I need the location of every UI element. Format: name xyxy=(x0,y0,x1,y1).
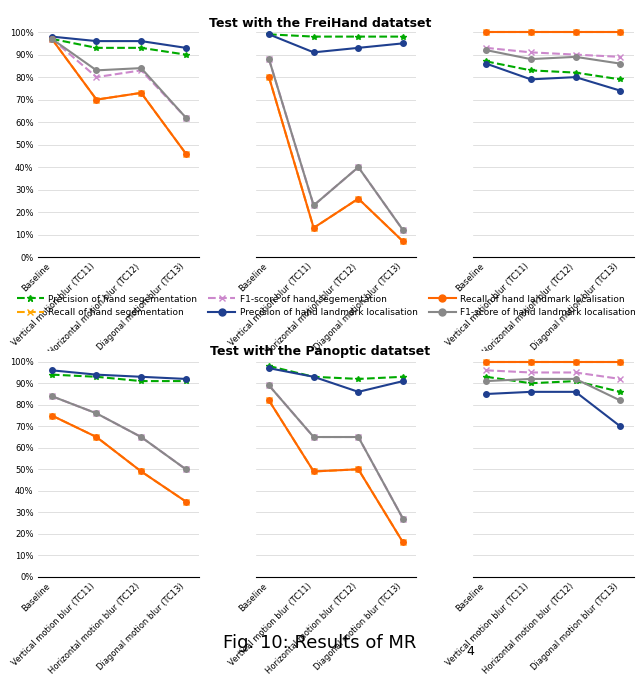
Text: Test with the FreiHand datatset: Test with the FreiHand datatset xyxy=(209,17,431,31)
Text: Test with the Panoptic datatset: Test with the Panoptic datatset xyxy=(210,345,430,359)
Text: 4: 4 xyxy=(467,645,474,657)
X-axis label: Bodyhands+Openpose: Bodyhands+Openpose xyxy=(280,432,392,443)
Text: Fig. 10: Results of MR: Fig. 10: Results of MR xyxy=(223,634,417,652)
Legend: Precision of hand segementation, Recall of hand segementation, F1-score of hand : Precision of hand segementation, Recall … xyxy=(13,291,639,320)
X-axis label: NSRM hand: NSRM hand xyxy=(525,432,582,443)
X-axis label: MediaPipe hands: MediaPipe hands xyxy=(77,432,161,443)
